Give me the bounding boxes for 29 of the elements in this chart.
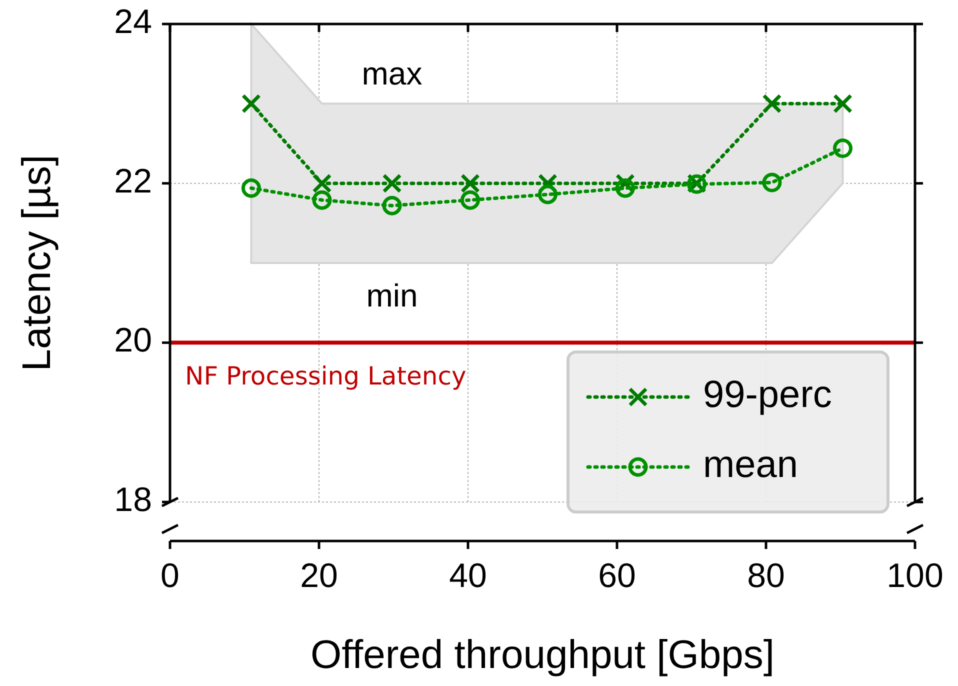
point	[241, 94, 261, 114]
point	[460, 190, 480, 210]
y-tick-label: 20	[114, 322, 152, 360]
point	[382, 196, 402, 216]
point	[762, 172, 782, 192]
y-tick-label: 22	[114, 162, 152, 200]
legend-label: 99-perc	[703, 374, 832, 416]
point	[762, 94, 782, 114]
point	[382, 174, 402, 194]
x-axis-title: Offered throughput [Gbps]	[310, 633, 775, 677]
point	[312, 190, 332, 210]
x-tick-label: 80	[747, 557, 785, 595]
annotation: min	[366, 277, 418, 314]
ref-line-label: NF Processing Latency	[185, 362, 466, 391]
y-tick-label: 24	[114, 2, 152, 41]
x-tick-label: 40	[449, 557, 487, 595]
x-tick-label: 100	[886, 557, 944, 595]
y-tick-label: 18	[114, 480, 152, 519]
x-tick-label: 0	[160, 557, 180, 595]
point	[832, 94, 852, 114]
x-tick-label: 60	[598, 557, 636, 595]
y-axis-title: Latency [µs]	[15, 154, 59, 372]
point	[615, 178, 635, 198]
point	[241, 178, 261, 198]
point	[538, 184, 558, 204]
annotation: max	[362, 55, 422, 92]
legend-label: mean	[703, 444, 798, 486]
x-tick-label: 20	[300, 557, 338, 595]
point	[832, 138, 852, 158]
